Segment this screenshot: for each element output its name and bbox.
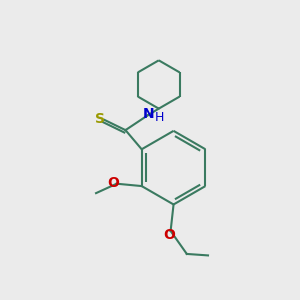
Text: S: S xyxy=(95,112,105,126)
Text: O: O xyxy=(107,176,119,190)
Text: O: O xyxy=(164,228,175,242)
Text: N: N xyxy=(143,107,155,121)
Text: H: H xyxy=(155,111,165,124)
